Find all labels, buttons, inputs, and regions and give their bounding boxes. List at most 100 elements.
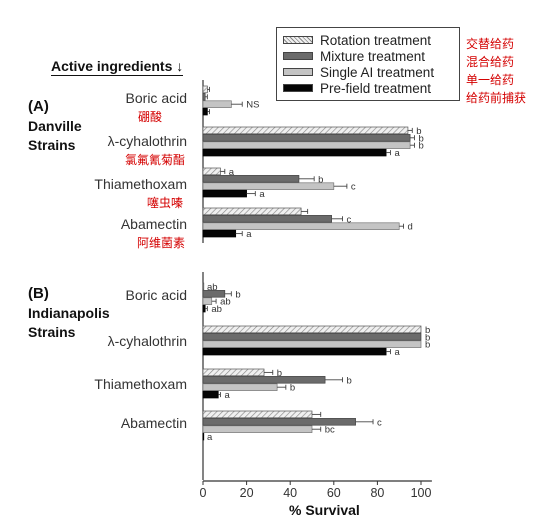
x-tick-label: 0 [200, 486, 207, 500]
significance-letter: NS [246, 100, 259, 111]
x-tick-label: 60 [327, 486, 341, 500]
bar-a-1-1 [202, 134, 411, 142]
legend-item-rotation: Rotation treatment [283, 32, 432, 48]
bar-b-2-3 [202, 390, 219, 399]
bar-a-3-2 [202, 222, 400, 230]
legend-cn-single: 单一给药 [466, 73, 515, 87]
panel-b-tag: (B) [28, 285, 49, 302]
category-label-a-thiamethoxam: Thiamethoxam [94, 176, 187, 192]
bar-b-1-3 [202, 347, 387, 356]
bar-a-0-2 [202, 100, 232, 108]
significance-letter: ab [207, 282, 218, 293]
significance-letter: b [235, 289, 240, 300]
legend-item-prefield: Pre-field treatment [283, 80, 432, 96]
bar-a-0-0 [202, 85, 208, 94]
significance-letter: b [418, 141, 423, 152]
category-label-a-boric: Boric acid [125, 90, 187, 106]
legend-swatch-dark [283, 52, 313, 60]
bar-a-3-0 [202, 207, 302, 216]
bar-a-2-3 [202, 189, 247, 198]
significance-letter: b [290, 383, 295, 394]
significance-letter: a [259, 189, 265, 200]
significance-letter: b [425, 340, 430, 351]
active-ingredients-heading: Active ingredients ↓ [51, 58, 184, 76]
significance-letter: b [425, 332, 430, 343]
significance-letter: c [377, 417, 382, 428]
significance-letter: a [394, 347, 400, 358]
significance-letter: a [246, 229, 252, 240]
bar-b-1-1 [202, 333, 422, 341]
bar-b-2-1 [202, 376, 326, 384]
x-tick-label: 40 [283, 486, 297, 500]
legend-swatch-black [283, 84, 313, 92]
category-label-b-cyhalothrin: λ-cyhalothrin [107, 333, 187, 349]
category-label-b-boric: Boric acid [125, 287, 187, 303]
category-label-b-abamectin: Abamectin [120, 415, 187, 431]
legend: Rotation treatment Mixture treatment Sin… [276, 27, 460, 101]
bar-a-3-1 [202, 215, 332, 223]
significance-letter: c [351, 182, 356, 193]
significance-letter: b [418, 133, 423, 144]
bar-a-3-3 [202, 229, 237, 238]
bar-a-2-0 [202, 167, 221, 176]
category-label-a-cyhalothrin: λ-cyhalothrin [107, 133, 187, 149]
legend-swatch-light [283, 68, 313, 76]
significance-letter: ab [211, 304, 222, 315]
bar-b-3-0 [202, 410, 313, 419]
significance-letter: b [277, 368, 282, 379]
significance-letter: a [229, 167, 235, 178]
panel-a-strain-2: Strains [28, 137, 76, 153]
significance-letter: b [318, 174, 323, 185]
cn-abamectin: 阿维菌素 [137, 236, 186, 250]
x-tick-label: 100 [411, 486, 432, 500]
bar-a-1-3 [202, 148, 387, 157]
significance-letter: a [224, 390, 230, 401]
bar-b-2-2 [202, 383, 278, 391]
x-tick-label: 80 [370, 486, 384, 500]
significance-letter: b [416, 126, 421, 137]
bar-a-1-0 [202, 126, 409, 135]
significance-letter: b [347, 375, 352, 386]
legend-label: Rotation treatment [320, 32, 432, 48]
legend-item-single: Single AI treatment [283, 64, 435, 80]
bar-b-1-2 [202, 340, 422, 348]
x-tick-label: 20 [240, 486, 254, 500]
significance-letter: a [207, 432, 213, 443]
legend-label: Mixture treatment [320, 48, 426, 64]
legend-item-mixture: Mixture treatment [283, 48, 426, 64]
significance-letter: b [425, 325, 430, 336]
cn-thiamethoxam: 噻虫嗪 [147, 196, 184, 210]
panel-a-tag: (A) [28, 98, 49, 115]
bar-b-2-0 [202, 368, 265, 377]
significance-letter: c [347, 214, 352, 225]
significance-letter: a [394, 148, 400, 159]
bar-b-3-2 [202, 425, 313, 433]
legend-swatch-hatch [283, 36, 313, 44]
panel-a-strain: Danville [28, 118, 82, 134]
category-label-b-thiamethoxam: Thiamethoxam [94, 376, 187, 392]
cn-cyhalothrin: 氯氟氰菊酯 [125, 153, 186, 167]
bar-b-1-0 [202, 325, 422, 334]
bar-a-2-1 [202, 175, 300, 183]
bar-b-0-3 [202, 304, 206, 313]
legend-label: Pre-field treatment [320, 80, 432, 96]
bar-b-0-0 [202, 282, 205, 291]
x-axis-title: % Survival [289, 502, 360, 518]
panel-b-strain-2: Strains [28, 324, 76, 340]
legend-cn-rotation: 交替给药 [466, 37, 515, 51]
legend-cn-mixture: 混合给药 [466, 55, 515, 69]
bar-a-2-2 [202, 182, 335, 190]
bar-b-3-3 [202, 432, 205, 441]
significance-letter: bc [325, 425, 335, 436]
panel-b-strain: Indianapolis [28, 305, 110, 321]
bar-a-0-1 [202, 93, 206, 101]
bar-a-0-3 [202, 107, 208, 116]
category-label-a-abamectin: Abamectin [120, 216, 187, 232]
cn-boric: 硼酸 [138, 110, 163, 124]
significance-letter: d [408, 222, 413, 233]
bar-a-1-2 [202, 141, 411, 149]
legend-cn-prefield: 给药前捕获 [466, 91, 527, 105]
significance-letter: ab [220, 297, 231, 308]
legend-label: Single AI treatment [320, 64, 435, 80]
